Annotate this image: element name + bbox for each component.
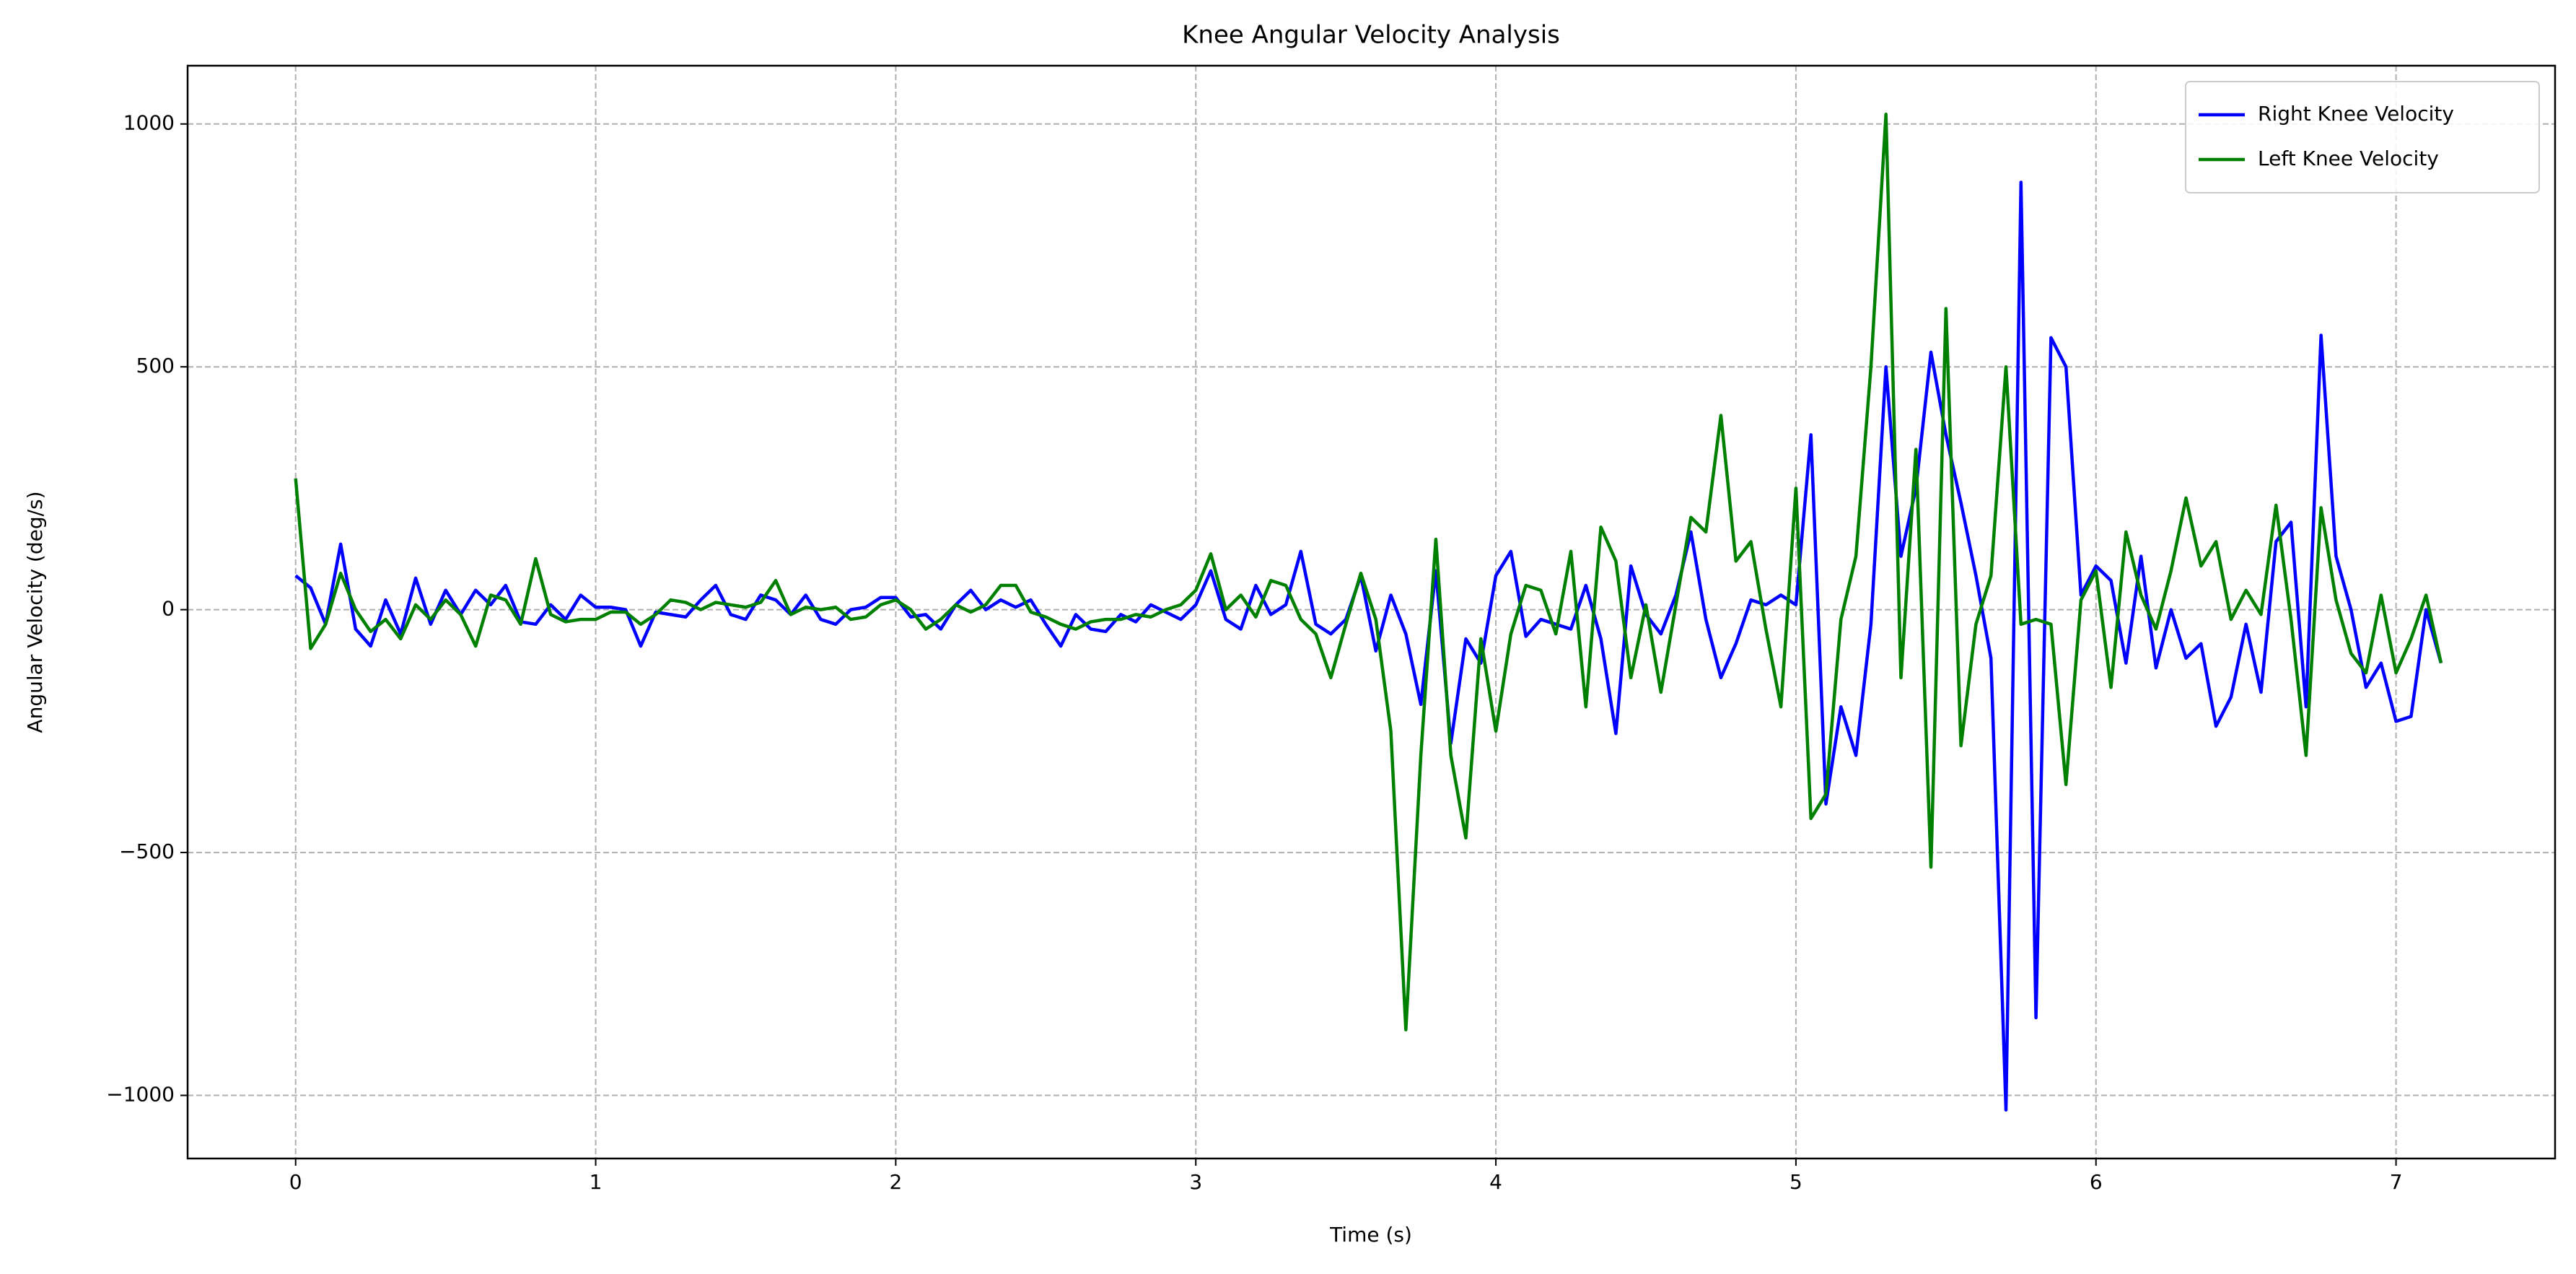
legend-label: Right Knee Velocity — [2258, 102, 2454, 126]
x-tick-label: 5 — [1789, 1170, 1802, 1194]
chart-title: Knee Angular Velocity Analysis — [1182, 21, 1560, 50]
x-tick-label: 7 — [2390, 1170, 2403, 1194]
y-axis-label: Angular Velocity (deg/s) — [23, 491, 47, 733]
y-tick-label: −500 — [119, 839, 175, 863]
x-tick-label: 1 — [590, 1170, 603, 1194]
legend-label: Left Knee Velocity — [2258, 147, 2439, 170]
legend-box — [2185, 81, 2540, 193]
y-tick-label: 0 — [162, 597, 175, 621]
plot-frame — [186, 64, 2557, 1160]
x-tick-label: 4 — [1489, 1170, 1502, 1194]
y-tick-label: 500 — [136, 354, 175, 378]
x-tick-label: 2 — [889, 1170, 902, 1194]
y-tick-label: −1000 — [106, 1083, 175, 1107]
data-line — [294, 180, 2443, 1112]
x-tick-label: 6 — [2090, 1170, 2103, 1194]
x-tick-label: 0 — [289, 1170, 302, 1194]
data-line — [294, 113, 2443, 1031]
x-tick-label: 3 — [1189, 1170, 1202, 1194]
x-axis-label: Time (s) — [1329, 1223, 1412, 1247]
y-tick-label: 1000 — [123, 111, 175, 135]
